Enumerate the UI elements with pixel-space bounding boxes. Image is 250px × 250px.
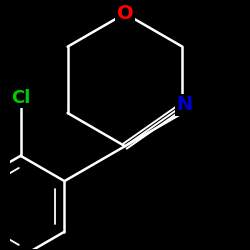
Text: O: O — [117, 4, 133, 23]
Text: N: N — [176, 95, 192, 114]
Text: Cl: Cl — [11, 89, 30, 107]
